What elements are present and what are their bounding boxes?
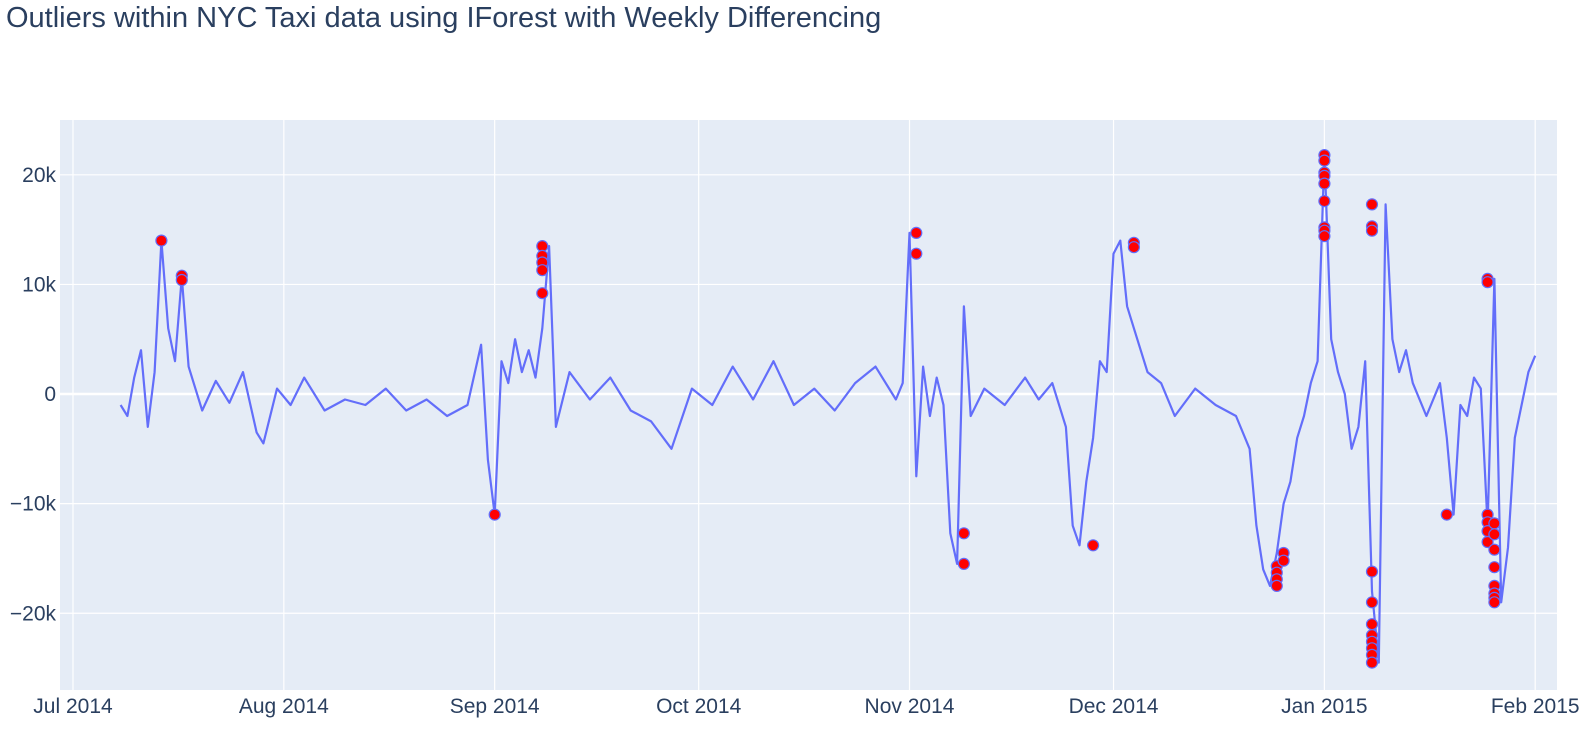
outlier-point xyxy=(1488,561,1501,574)
outlier-point xyxy=(1440,508,1453,521)
series-line xyxy=(119,154,1537,664)
outlier-point xyxy=(957,557,971,571)
outlier-point xyxy=(1488,517,1501,530)
y-tick-label: 20k xyxy=(22,164,56,187)
y-tick-label: −20k xyxy=(10,602,57,625)
outlier-point xyxy=(1488,596,1501,609)
outlier-point xyxy=(1481,535,1494,549)
outlier-point xyxy=(1365,224,1379,237)
outlier-point xyxy=(175,273,188,287)
outlier-point xyxy=(957,527,971,540)
y-tick-label: −10k xyxy=(10,493,57,516)
chart-title: Outliers within NYC Taxi data using IFor… xyxy=(6,2,882,34)
outlier-markers xyxy=(155,149,1501,669)
outlier-point xyxy=(1270,579,1283,593)
outlier-point xyxy=(1318,195,1331,208)
outlier-point xyxy=(1365,565,1379,578)
outlier-point xyxy=(155,234,168,247)
x-tick-label: Oct 2014 xyxy=(656,695,742,718)
x-tick-label: Nov 2014 xyxy=(865,695,955,718)
outlier-point xyxy=(1481,276,1494,289)
outlier-point xyxy=(1365,656,1379,669)
y-axis-ticks: 20k 10k 0 −10k −20k xyxy=(10,164,57,625)
outlier-point xyxy=(1127,241,1141,254)
outlier-point xyxy=(536,287,549,300)
outlier-point xyxy=(1365,198,1379,211)
outlier-point xyxy=(1318,230,1331,243)
outlier-point xyxy=(1318,154,1331,167)
x-tick-label: Dec 2014 xyxy=(1069,695,1159,718)
outlier-point xyxy=(1488,543,1501,556)
outlier-point xyxy=(1488,528,1501,541)
outlier-point xyxy=(1365,618,1379,631)
outlier-point xyxy=(1318,177,1331,190)
x-axis-ticks: Jul 2014 Aug 2014 Sep 2014 Oct 2014 Nov 2014… xyxy=(33,695,1579,718)
plot-area xyxy=(60,120,1557,690)
x-tick-label: Jul 2014 xyxy=(33,695,113,718)
outlier-point xyxy=(1365,596,1379,609)
outlier-point xyxy=(1277,554,1290,567)
x-tick-label: Sep 2014 xyxy=(450,695,540,718)
outlier-point xyxy=(910,226,923,239)
outlier-point xyxy=(536,264,549,277)
x-tick-label: Feb 2015 xyxy=(1491,695,1580,718)
series-line-group xyxy=(119,154,1537,664)
x-tick-label: Jan 2015 xyxy=(1281,695,1367,718)
outlier-point xyxy=(488,508,501,521)
x-tick-label: Aug 2014 xyxy=(239,695,329,718)
y-tick-label: 10k xyxy=(22,273,56,296)
outlier-point xyxy=(1086,539,1100,552)
y-tick-label: 0 xyxy=(44,383,56,406)
outlier-point xyxy=(910,247,923,260)
